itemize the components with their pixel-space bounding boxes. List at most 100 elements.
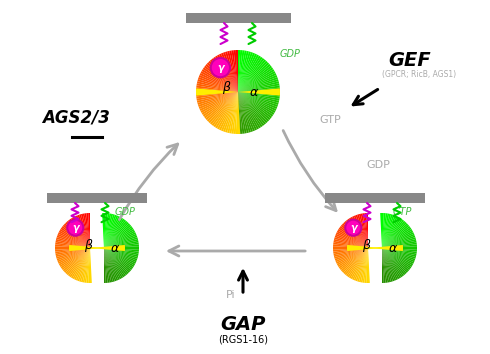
Wedge shape xyxy=(382,248,404,276)
Wedge shape xyxy=(236,50,238,92)
Wedge shape xyxy=(238,79,279,92)
Wedge shape xyxy=(382,248,417,253)
Wedge shape xyxy=(90,248,92,283)
Text: AGS2/3: AGS2/3 xyxy=(42,109,110,127)
Wedge shape xyxy=(238,56,261,92)
Wedge shape xyxy=(340,226,368,248)
Wedge shape xyxy=(382,248,398,280)
Wedge shape xyxy=(70,248,90,277)
Wedge shape xyxy=(238,92,270,120)
Wedge shape xyxy=(104,248,139,250)
Wedge shape xyxy=(76,215,90,248)
Wedge shape xyxy=(102,213,104,248)
Circle shape xyxy=(345,219,361,236)
Wedge shape xyxy=(382,229,412,248)
Wedge shape xyxy=(238,92,274,115)
Wedge shape xyxy=(382,248,389,282)
Wedge shape xyxy=(227,92,238,133)
Wedge shape xyxy=(238,92,276,111)
Wedge shape xyxy=(382,218,401,248)
Wedge shape xyxy=(196,92,238,94)
Wedge shape xyxy=(86,248,90,283)
Wedge shape xyxy=(236,92,238,134)
Wedge shape xyxy=(382,248,384,283)
Wedge shape xyxy=(65,248,90,274)
Wedge shape xyxy=(341,248,368,272)
Wedge shape xyxy=(196,88,238,96)
Wedge shape xyxy=(104,248,134,267)
Text: GDP: GDP xyxy=(280,49,301,59)
Wedge shape xyxy=(197,92,238,103)
Wedge shape xyxy=(238,67,273,92)
Wedge shape xyxy=(57,248,90,262)
Wedge shape xyxy=(215,56,238,92)
Wedge shape xyxy=(359,214,368,248)
Wedge shape xyxy=(219,54,238,92)
Wedge shape xyxy=(57,235,90,248)
Wedge shape xyxy=(201,92,238,115)
Wedge shape xyxy=(64,248,90,273)
Wedge shape xyxy=(104,248,118,281)
Wedge shape xyxy=(207,92,238,122)
Wedge shape xyxy=(382,217,399,248)
Wedge shape xyxy=(197,81,238,92)
Wedge shape xyxy=(382,220,404,248)
Wedge shape xyxy=(382,248,403,277)
Wedge shape xyxy=(382,248,416,257)
Wedge shape xyxy=(382,248,416,255)
Wedge shape xyxy=(382,242,417,248)
Wedge shape xyxy=(238,92,277,109)
Wedge shape xyxy=(212,58,238,92)
Wedge shape xyxy=(104,222,129,248)
Text: GTP: GTP xyxy=(393,207,413,217)
Wedge shape xyxy=(350,217,368,248)
Wedge shape xyxy=(238,92,268,123)
Wedge shape xyxy=(207,62,238,92)
Wedge shape xyxy=(73,217,90,248)
Wedge shape xyxy=(335,234,368,248)
Wedge shape xyxy=(104,248,111,282)
Wedge shape xyxy=(333,242,368,248)
Wedge shape xyxy=(382,222,407,248)
Wedge shape xyxy=(60,229,90,248)
Wedge shape xyxy=(55,242,90,248)
Wedge shape xyxy=(238,85,280,92)
Wedge shape xyxy=(334,239,368,248)
Bar xyxy=(47,193,147,203)
Wedge shape xyxy=(238,53,255,92)
Wedge shape xyxy=(382,248,396,281)
Wedge shape xyxy=(336,232,368,248)
Wedge shape xyxy=(104,248,139,253)
Wedge shape xyxy=(104,248,120,280)
Wedge shape xyxy=(349,218,368,248)
Wedge shape xyxy=(83,213,90,248)
Wedge shape xyxy=(333,241,368,248)
Wedge shape xyxy=(104,218,123,248)
Wedge shape xyxy=(238,92,272,119)
Text: GDP: GDP xyxy=(366,160,390,170)
Text: β: β xyxy=(84,239,92,252)
Text: γ: γ xyxy=(217,63,223,73)
Circle shape xyxy=(211,58,230,77)
Wedge shape xyxy=(238,92,279,101)
Wedge shape xyxy=(238,92,280,98)
Wedge shape xyxy=(238,92,240,134)
Wedge shape xyxy=(88,213,90,248)
Wedge shape xyxy=(238,92,279,103)
Wedge shape xyxy=(208,61,238,92)
Text: β: β xyxy=(362,239,370,252)
Wedge shape xyxy=(238,92,278,107)
Wedge shape xyxy=(60,248,90,267)
Wedge shape xyxy=(382,248,388,283)
Wedge shape xyxy=(340,248,368,270)
Wedge shape xyxy=(382,237,416,248)
Wedge shape xyxy=(342,248,368,273)
Wedge shape xyxy=(104,248,137,262)
Wedge shape xyxy=(333,248,368,253)
Wedge shape xyxy=(354,248,368,281)
Wedge shape xyxy=(341,224,368,248)
Wedge shape xyxy=(352,248,368,280)
Wedge shape xyxy=(199,92,238,111)
Wedge shape xyxy=(104,216,120,248)
Wedge shape xyxy=(382,248,411,269)
